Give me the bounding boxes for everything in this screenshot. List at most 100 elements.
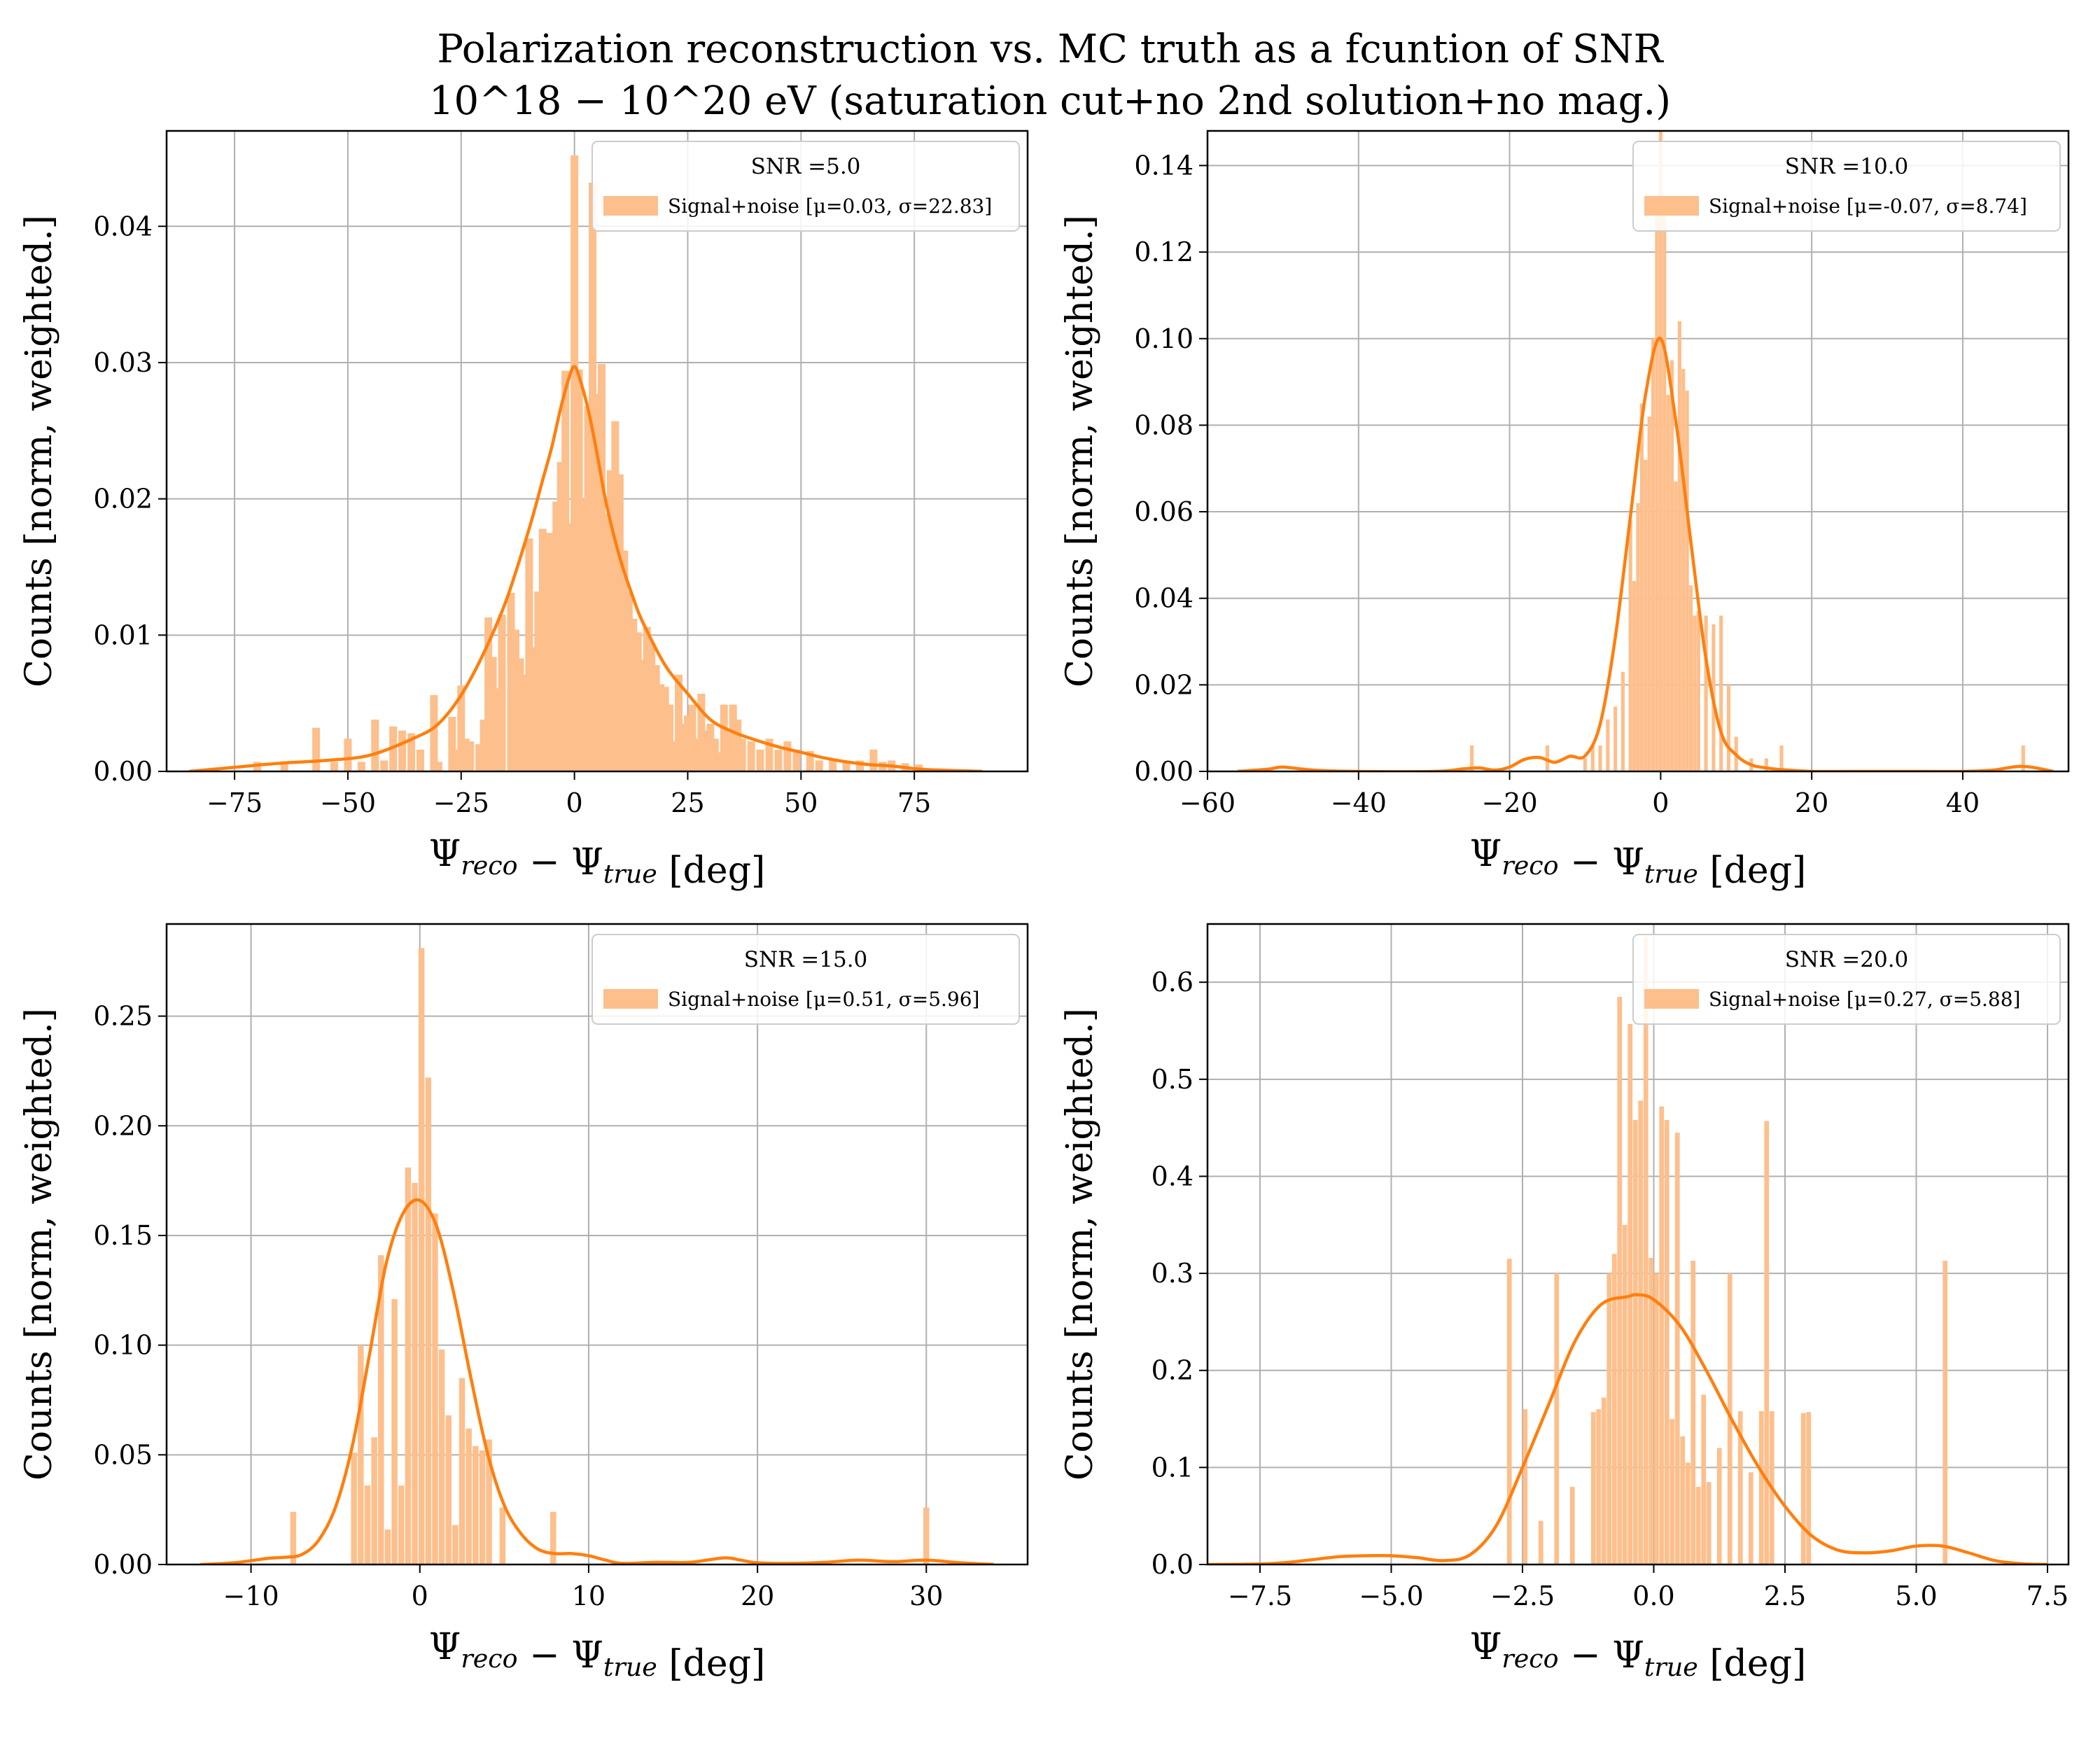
histogram-bar (584, 406, 592, 771)
histogram-bar (280, 762, 288, 771)
histogram-bar (634, 632, 642, 771)
histogram-bar (472, 1446, 479, 1564)
y-tick-label: 0.5 (1152, 1064, 1194, 1095)
histogram-bar (1719, 615, 1723, 771)
legend-label: Signal+noise [μ=0.27, σ=5.88] (1709, 988, 2020, 1011)
x-tick-label: 25 (671, 788, 704, 818)
axes-frame (1206, 923, 2070, 1566)
x-tick-label: 50 (784, 788, 818, 818)
histogram-bar (1647, 416, 1651, 771)
histogram-bar (679, 723, 687, 771)
kde-line (189, 365, 983, 771)
y-tick-label: 0.02 (93, 484, 153, 514)
histogram-bar (688, 704, 696, 771)
x-axis-label: Ψreco − Ψtrue [deg] (1470, 833, 1807, 892)
histogram-bar (371, 1437, 377, 1564)
x-tick-label: 20 (741, 1581, 774, 1611)
histogram-bar (1659, 1106, 1665, 1564)
histogram-bar (465, 1428, 472, 1564)
subplot-3: −10 0 10 20 30 0.00 0.05 0.10 0.15 0.20 0.25 Ψreco … (18, 923, 1029, 1685)
legend: SNR =15.0 Signal+noise [μ=0.51, σ=5.96] (592, 934, 1020, 1025)
legend: SNR =20.0 Signal+noise [μ=0.27, σ=5.88] (1632, 934, 2061, 1025)
histogram-bar (597, 363, 606, 771)
y-tick-label: 0.0 (1152, 1549, 1194, 1580)
y-tick-label: 0.10 (93, 1330, 153, 1361)
histogram-bar (1706, 1482, 1712, 1564)
legend-label: Signal+noise [μ=-0.07, σ=8.74] (1709, 195, 2027, 218)
histogram-bar (606, 470, 615, 771)
histogram-bar (438, 1349, 445, 1564)
histogram-bar (1748, 1472, 1754, 1564)
histogram-bar (1677, 321, 1681, 771)
y-tick-label: 0.1 (1152, 1452, 1194, 1483)
histogram-bar (1620, 671, 1625, 771)
histogram-bar (452, 1525, 458, 1564)
x-tick-label: 7.5 (2026, 1581, 2068, 1611)
figure-title-line2: 10^18 − 10^20 eV (saturation cut+no 2nd … (428, 78, 1672, 124)
histogram-bar (629, 618, 638, 771)
histogram-bar (643, 626, 651, 771)
histogram-bar (715, 752, 724, 771)
histogram-bar (624, 592, 633, 771)
histogram-bar (2021, 745, 2025, 771)
histogram-bar (1670, 1419, 1675, 1564)
histogram-bar (602, 514, 610, 771)
histogram-bar (701, 730, 710, 771)
legend-box (592, 934, 1020, 1025)
histogram-bar (430, 694, 438, 771)
legend-swatch (1644, 196, 1699, 216)
histogram-bar (1696, 611, 1700, 771)
histogram-bar (384, 1529, 391, 1564)
histogram-bar (498, 615, 506, 771)
histogram-bar (1636, 503, 1640, 771)
histogram-bar (1601, 1397, 1606, 1564)
histogram-bar (734, 720, 742, 771)
histogram-bar (666, 704, 674, 771)
kde-line (1208, 1293, 2048, 1564)
histogram-bar (1666, 395, 1670, 771)
histogram-bar (1737, 1410, 1743, 1564)
histogram-bar (1693, 615, 1697, 771)
histogram-bar (1674, 481, 1678, 771)
histogram-bar (534, 592, 542, 771)
legend: SNR =10.0 Signal+noise [μ=-0.07, σ=8.74] (1632, 141, 2061, 232)
histogram-bar (1611, 1254, 1617, 1564)
x-tick-label: 30 (909, 1581, 943, 1611)
histogram-bar (1632, 580, 1637, 771)
histogram-bar (842, 762, 850, 771)
x-tick-label: 0 (566, 788, 583, 818)
histogram-bar (398, 730, 407, 771)
y-tick-label: 0.00 (93, 756, 153, 787)
histogram (290, 948, 930, 1564)
histogram-bar (1470, 745, 1474, 771)
histogram-bar (351, 1452, 357, 1564)
histogram-bar (547, 533, 556, 771)
x-tick-label: 2.5 (1764, 1581, 1806, 1611)
y-tick-label: 0.05 (93, 1439, 153, 1470)
histogram-bar (378, 1255, 384, 1564)
x-tick-label: 40 (1946, 788, 1980, 818)
histogram-bar (1596, 1409, 1602, 1564)
kde-line (200, 1198, 994, 1564)
y-tick-label: 0.25 (93, 1001, 153, 1032)
y-tick-label: 0.04 (93, 211, 153, 241)
histogram-bar (638, 659, 647, 771)
histogram-bar (344, 738, 352, 771)
histogram-bar (479, 1450, 486, 1564)
histogram-bar (457, 685, 465, 771)
x-tick-label: −40 (1331, 788, 1387, 818)
histogram-bar (675, 674, 683, 771)
histogram-bar (1806, 1412, 1812, 1564)
histogram-bar (538, 528, 547, 771)
legend-swatch (603, 196, 658, 216)
figure-title-line1: Polarization reconstruction vs. MC truth… (437, 27, 1663, 72)
subplot-2: −60 −40 −20 0 20 40 0.00 0.02 0.04 0.06 0.08 0.10 0.… (1059, 130, 2070, 892)
histogram-bar (575, 369, 583, 771)
histogram-bar (330, 762, 339, 771)
histogram-bar (364, 1485, 371, 1564)
x-tick-label: 0 (412, 1581, 428, 1611)
x-tick-label: 20 (1795, 788, 1828, 818)
y-tick-label: 0.02 (1134, 669, 1194, 700)
y-axis-label: Counts [norm, weighted.] (18, 215, 60, 687)
